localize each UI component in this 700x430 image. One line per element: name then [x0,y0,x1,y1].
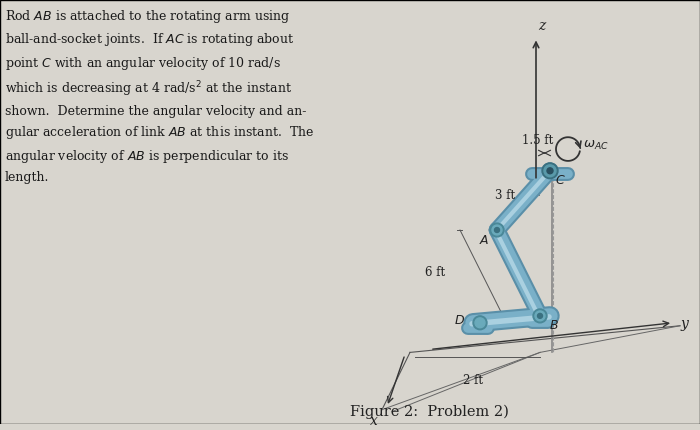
Text: $B$: $B$ [549,319,559,332]
Circle shape [533,309,547,323]
Text: $C$: $C$ [555,174,566,187]
Circle shape [473,316,487,330]
Circle shape [492,225,502,235]
Text: $D$: $D$ [454,314,465,327]
Circle shape [490,223,504,237]
Text: Rod $AB$ is attached to the rotating arm using
ball-and-socket joints.  If $AC$ : Rod $AB$ is attached to the rotating arm… [5,8,314,184]
Circle shape [544,165,556,177]
Circle shape [475,318,485,328]
Text: 1.5 ft: 1.5 ft [522,134,554,147]
Text: $\omega_{AC}$: $\omega_{AC}$ [583,138,609,152]
Text: 2 ft: 2 ft [463,374,483,387]
Circle shape [542,163,558,179]
Circle shape [538,313,542,318]
Text: Figure 2:  Problem 2): Figure 2: Problem 2) [350,404,509,418]
Text: 3 ft: 3 ft [495,189,515,202]
Circle shape [535,311,545,321]
Text: $A$: $A$ [479,234,489,247]
Circle shape [494,227,500,233]
Text: 6 ft: 6 ft [425,266,445,279]
Text: z: z [538,18,545,33]
Text: y: y [681,317,689,331]
Text: x: x [370,414,378,427]
Circle shape [547,168,553,174]
